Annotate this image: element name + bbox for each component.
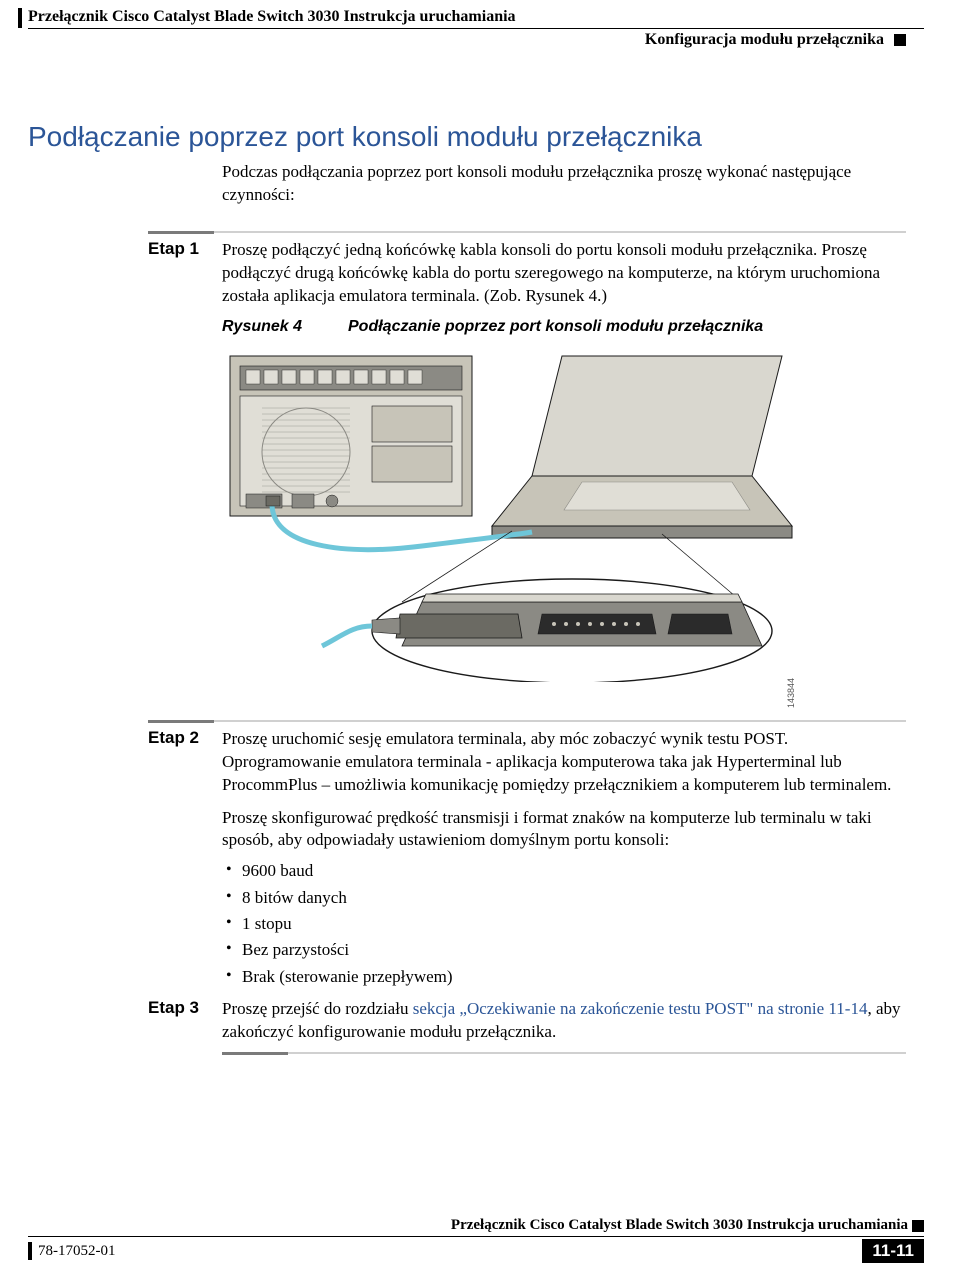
step3-body: Proszę przejść do rozdziału sekcja „Ocze… xyxy=(222,998,906,1044)
header-section-title: Konfiguracja modułu przełącznika xyxy=(18,31,924,49)
section-heading: Podłączanie poprzez port konsoli modułu … xyxy=(28,121,960,153)
step3-label: Etap 3 xyxy=(148,998,222,1018)
change-bar-icon xyxy=(18,8,22,28)
step2-para2: Proszę skonfigurować prędkość transmisji… xyxy=(222,807,906,853)
step1-label: Etap 1 xyxy=(148,239,222,259)
list-item: 1 stopu xyxy=(222,911,906,937)
list-item: Brak (sterowanie przepływem) xyxy=(222,964,906,990)
step-rule-icon xyxy=(148,231,906,235)
step2-label: Etap 2 xyxy=(148,728,222,748)
step2-para1: Proszę uruchomić sesję emulatora termina… xyxy=(222,728,906,797)
step2-block: Etap 2 Proszę uruchomić sesję emulatora … xyxy=(148,720,906,1044)
list-item: 8 bitów danych xyxy=(222,885,906,911)
header-marker-icon xyxy=(894,34,906,46)
intro-paragraph: Podczas podłączania poprzez port konsoli… xyxy=(222,161,906,207)
settings-list: 9600 baud 8 bitów danych 1 stopu Bez par… xyxy=(222,858,906,990)
end-rule-icon xyxy=(222,1052,906,1056)
figure-illustration: 143844 xyxy=(222,346,802,682)
list-item: Bez parzystości xyxy=(222,937,906,963)
step1-body: Proszę podłączyć jedną końcówkę kabla ko… xyxy=(222,239,906,308)
step-rule-icon xyxy=(148,720,906,724)
figure-title: Podłączanie poprzez port konsoli modułu … xyxy=(348,318,763,336)
step2-body: Proszę uruchomić sesję emulatora termina… xyxy=(222,728,906,990)
doc-number: 78-17052-01 xyxy=(38,1243,116,1260)
change-bar-icon xyxy=(28,1242,32,1260)
page-number: 11-11 xyxy=(862,1239,924,1263)
step3-pre: Proszę przejść do rozdziału xyxy=(222,999,413,1018)
footer-title: Przełącznik Cisco Catalyst Blade Switch … xyxy=(28,1217,924,1236)
connection-diagram-svg xyxy=(222,346,802,682)
step1-block: Etap 1 Proszę podłączyć jedną końcówkę k… xyxy=(148,231,906,682)
header-section-text: Konfiguracja modułu przełącznika xyxy=(645,31,884,48)
figure-id: 143844 xyxy=(786,678,796,708)
figure-label: Rysunek 4 xyxy=(222,318,348,336)
list-item: 9600 baud xyxy=(222,858,906,884)
page-header: Przełącznik Cisco Catalyst Blade Switch … xyxy=(0,0,960,49)
running-title: Przełącznik Cisco Catalyst Blade Switch … xyxy=(28,8,924,29)
figure-caption: Rysunek 4 Podłączanie poprzez port konso… xyxy=(222,318,906,336)
page-footer: Przełącznik Cisco Catalyst Blade Switch … xyxy=(28,1217,924,1263)
cross-ref-link[interactable]: sekcja „Oczekiwanie na zakończenie testu… xyxy=(413,999,868,1018)
